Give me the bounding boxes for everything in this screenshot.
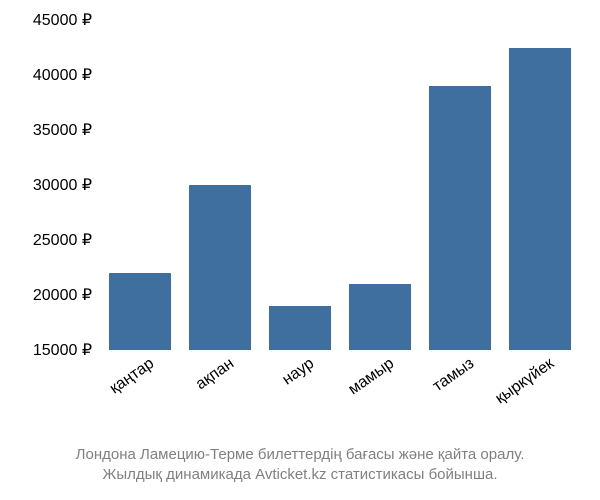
bar	[509, 48, 571, 351]
bar	[189, 185, 251, 350]
chart-container: 15000 ₽ 20000 ₽ 25000 ₽ 30000 ₽ 35000 ₽ 40000…	[0, 0, 600, 500]
bar	[269, 306, 331, 350]
y-tick-label: 35000 ₽	[33, 120, 100, 140]
y-tick-label: 30000 ₽	[33, 175, 100, 195]
caption-line-2: Жылдық динамикада Avticket.kz статистика…	[103, 466, 498, 483]
bar	[429, 86, 491, 350]
plot-area: 15000 ₽20000 ₽25000 ₽30000 ₽35000 ₽40000…	[100, 20, 580, 350]
bar	[109, 273, 171, 350]
caption-line-1: Лондона Ламецию-Терме билеттердің бағасы…	[76, 446, 525, 463]
y-tick-label: 40000 ₽	[33, 65, 100, 85]
bar	[349, 284, 411, 350]
y-tick-label: 25000 ₽	[33, 230, 100, 250]
y-tick-label: 15000 ₽	[33, 340, 100, 360]
chart-caption: Лондона Ламецию-Терме билеттердің бағасы…	[0, 445, 600, 486]
y-tick-label: 20000 ₽	[33, 285, 100, 305]
y-tick-label: 45000 ₽	[33, 10, 100, 30]
